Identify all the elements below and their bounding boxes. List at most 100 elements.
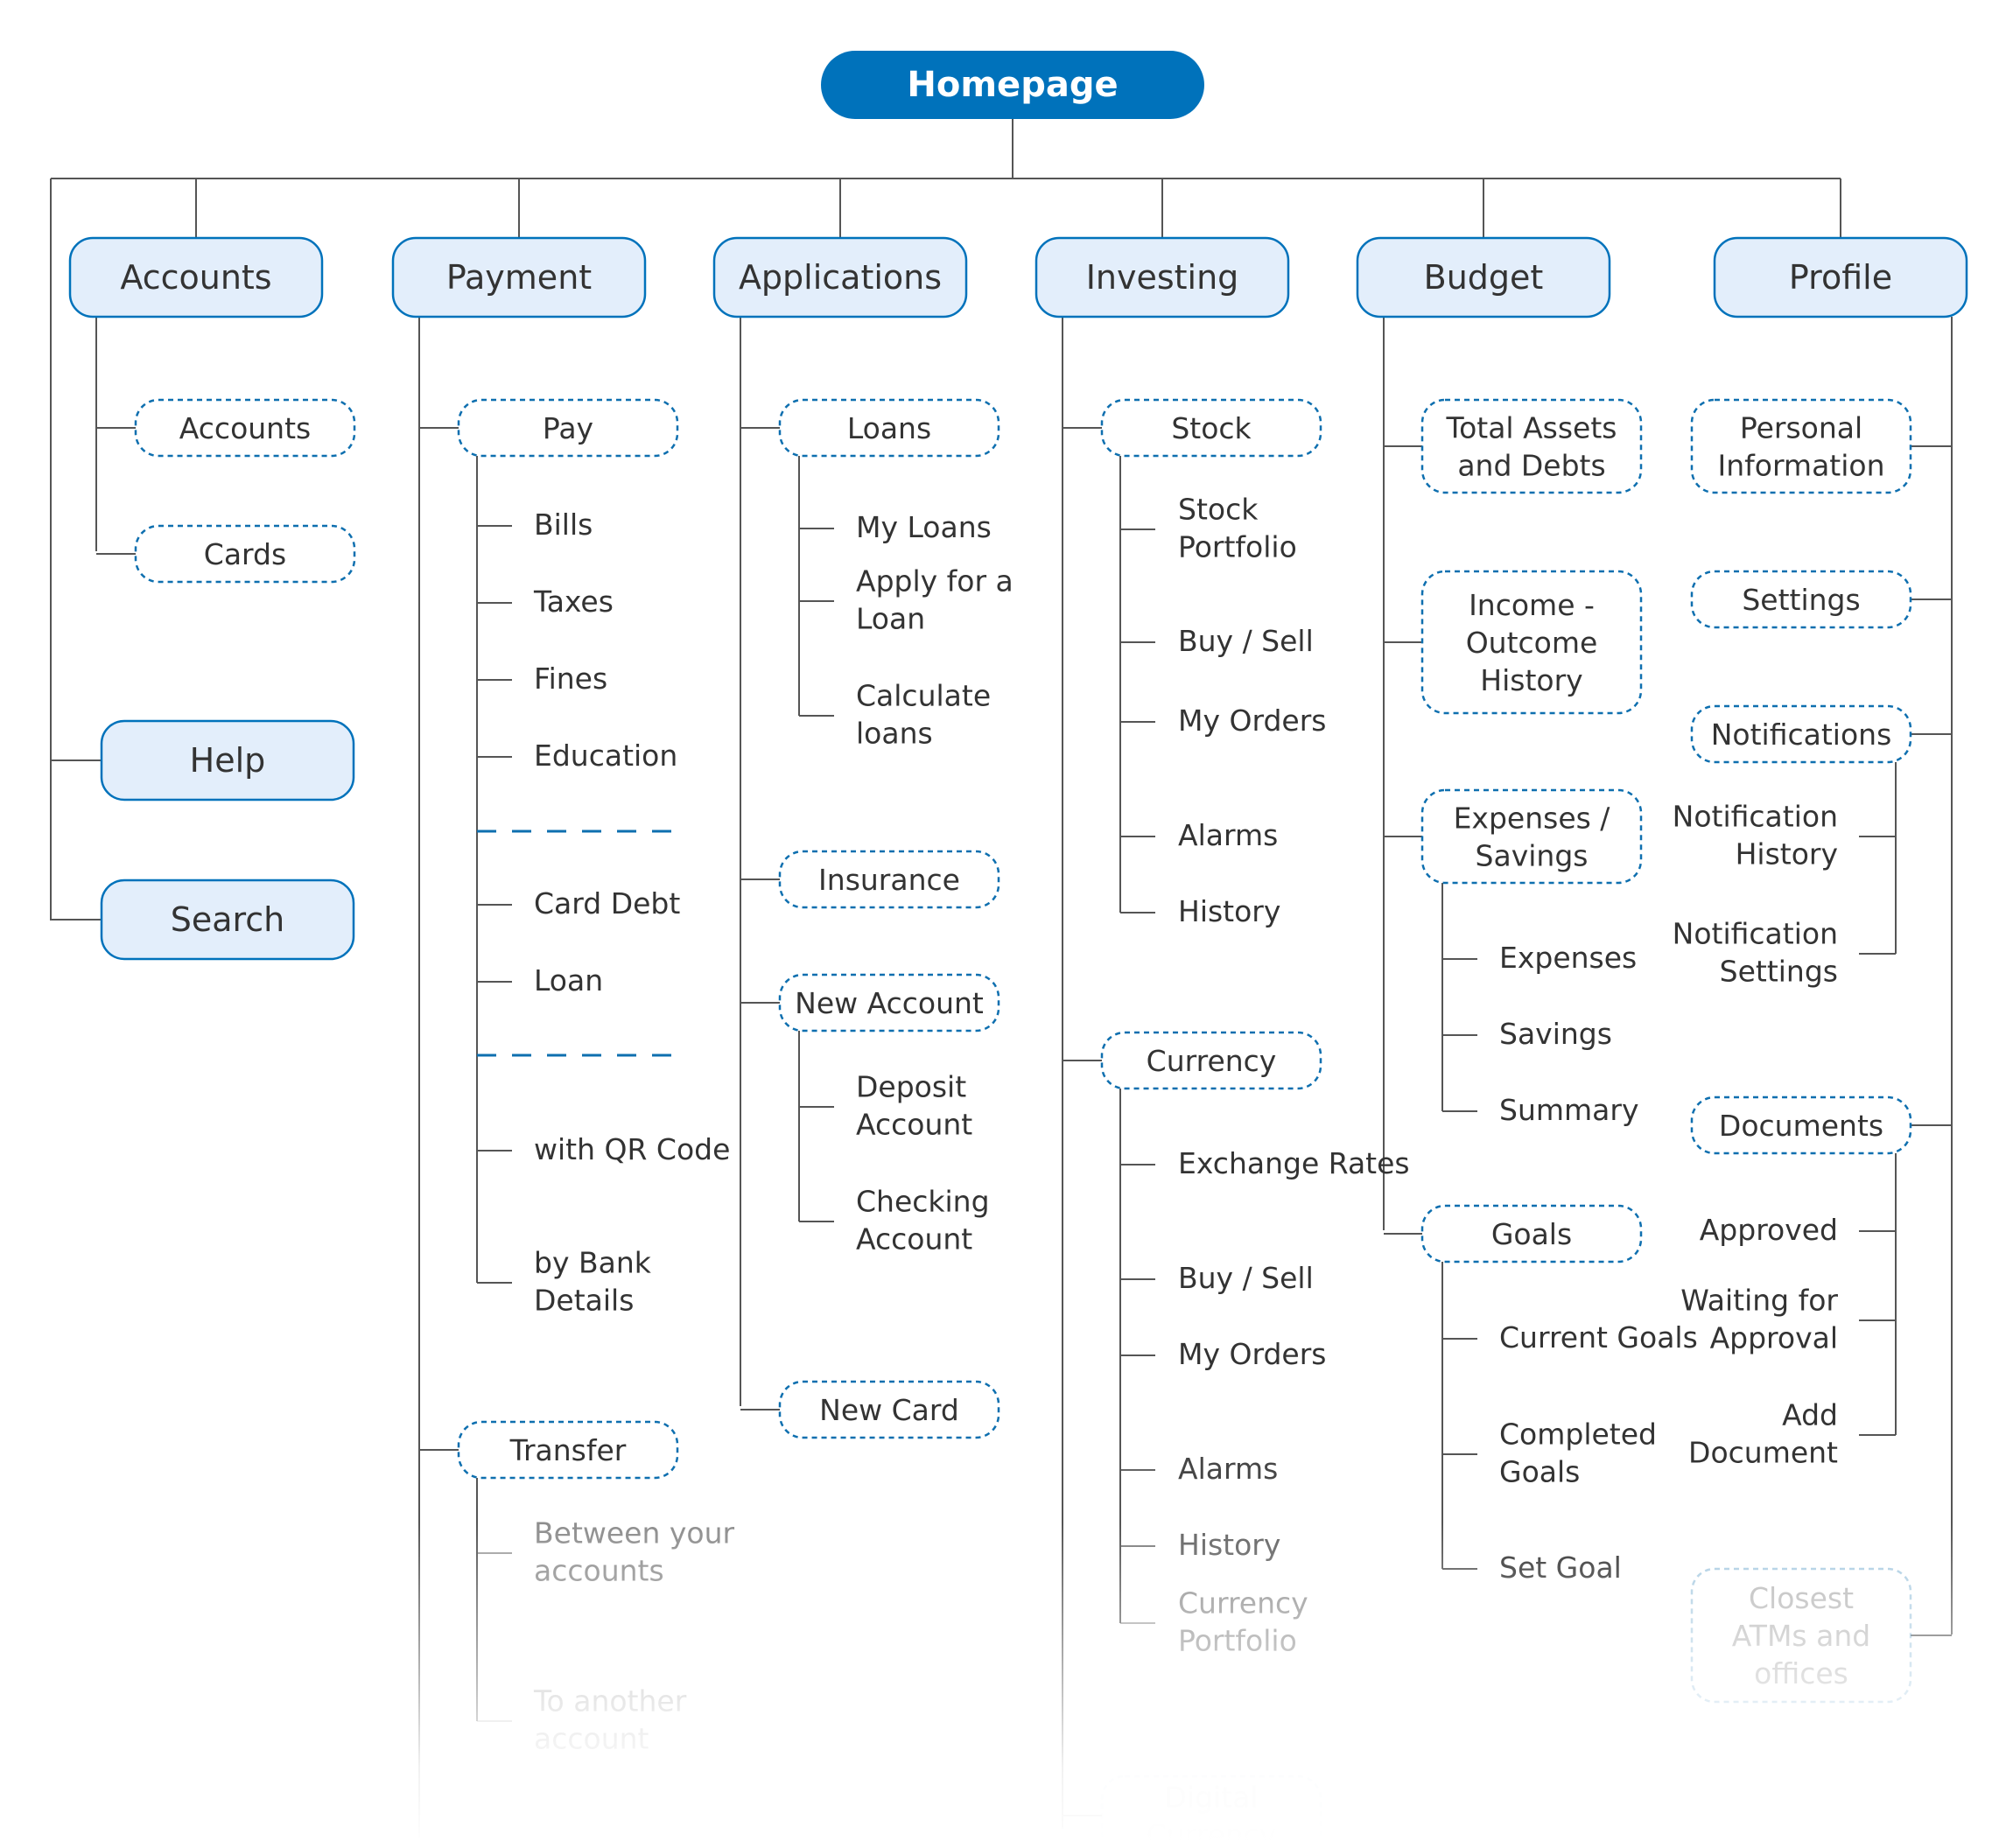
- leaf-item[interactable]: Currency Portfolio: [1120, 1586, 1308, 1657]
- leaf-item[interactable]: Summary: [1442, 1093, 1638, 1127]
- leaf-item[interactable]: My Loans: [799, 510, 992, 544]
- node-income-outcome-history-label: Income - Outcome History: [1466, 588, 1598, 697]
- root-node-homepage[interactable]: Homepage: [821, 51, 1204, 119]
- column-investing[interactable]: Investing: [1035, 236, 1290, 318]
- leaf-item[interactable]: My Orders: [1120, 1337, 1326, 1371]
- node-closest-atms-and-offices[interactable]: Closest ATMs and offices: [1690, 1567, 1912, 1704]
- node-new-account[interactable]: New Account: [778, 973, 1000, 1032]
- node-transfer-label: Transfer: [509, 1433, 627, 1467]
- extra-search[interactable]: Search: [100, 878, 355, 961]
- leaf-apply-for-a-loan: Apply for a Loan: [856, 564, 1014, 635]
- column-payment-label-line: Payment: [446, 258, 592, 297]
- node-notifications[interactable]: Notifications: [1690, 704, 1912, 764]
- leaf-item[interactable]: History: [1120, 894, 1280, 928]
- node-closest-atms-and-offices-label-line: ATMs and: [1732, 1619, 1870, 1653]
- leaf-item[interactable]: To another account: [477, 1684, 687, 1755]
- leaf-expenses: Expenses: [1499, 941, 1637, 975]
- leaf-taxes: Taxes: [533, 584, 614, 619]
- leaf-item[interactable]: Stock Portfolio: [1120, 492, 1297, 564]
- leaf-item[interactable]: Waiting for Approval: [1680, 1283, 1896, 1354]
- leaf-item[interactable]: Alarms: [1120, 1452, 1278, 1486]
- node-income-outcome-history[interactable]: Income - Outcome History: [1420, 570, 1643, 715]
- leaf-item[interactable]: Savings: [1442, 1017, 1612, 1051]
- leaf-item[interactable]: Loan: [477, 963, 603, 998]
- extra-help-label: Help: [190, 741, 266, 780]
- leaf-item[interactable]: Deposit Account: [799, 1069, 972, 1141]
- node-insurance[interactable]: Insurance: [778, 850, 1000, 909]
- leaf-item[interactable]: Exchange Rates: [1120, 1146, 1410, 1180]
- leaf-item[interactable]: Buy / Sell: [1120, 624, 1314, 658]
- node-loans[interactable]: Loans: [778, 398, 1000, 458]
- extra-help[interactable]: Help: [100, 719, 355, 802]
- node-stock-label: Stock: [1171, 411, 1252, 445]
- leaf-item[interactable]: Bills: [477, 508, 593, 542]
- leaf-loan: Loan: [534, 963, 603, 998]
- column-profile-label: Profile: [1789, 258, 1892, 297]
- node-digital-currency[interactable]: Digital Currency: [1100, 1774, 1322, 1848]
- node-goals-shape: [1420, 1204, 1643, 1264]
- node-stock[interactable]: Stock: [1100, 398, 1322, 458]
- leaf-set-goal: Set Goal: [1499, 1550, 1622, 1585]
- leaf-item[interactable]: Education: [477, 738, 677, 773]
- node-goals[interactable]: Goals: [1420, 1204, 1643, 1264]
- extra-search-label: Search: [171, 900, 285, 939]
- node-documents[interactable]: Documents: [1690, 1096, 1912, 1155]
- leaf-waiting-for-approval-line: Waiting for: [1680, 1283, 1838, 1317]
- column-profile[interactable]: Profile: [1713, 236, 1968, 318]
- leaf-alarms-line: Alarms: [1178, 1452, 1278, 1486]
- node-expenses-savings[interactable]: Expenses / Savings: [1420, 788, 1643, 885]
- node-expenses-savings-label: Expenses / Savings: [1454, 801, 1611, 872]
- leaf-item[interactable]: Taxes: [477, 584, 614, 619]
- leaf-item[interactable]: Checking Account: [799, 1184, 990, 1256]
- leaf-item[interactable]: Card Debt: [477, 886, 680, 920]
- node-pay[interactable]: Pay: [457, 398, 679, 458]
- node-settings[interactable]: Settings: [1690, 570, 1912, 629]
- node-new-account-shape: [778, 973, 1000, 1032]
- node-accounts[interactable]: Accounts: [134, 398, 356, 458]
- leaf-item[interactable]: Apply for a Loan: [799, 564, 1014, 635]
- leaf-item[interactable]: Expenses: [1442, 941, 1637, 975]
- leaf-education-line: Education: [534, 738, 677, 773]
- node-cards[interactable]: Cards: [134, 524, 356, 584]
- leaf-current-goals-line: Current Goals: [1499, 1320, 1698, 1354]
- leaf-item[interactable]: Add Document: [1688, 1397, 1896, 1469]
- leaf-deposit-account-line: Deposit: [856, 1069, 966, 1103]
- leaf-bills: Bills: [534, 508, 593, 542]
- leaf-my-orders-line: My Orders: [1178, 1337, 1326, 1371]
- leaf-item[interactable]: Completed Goals: [1442, 1417, 1657, 1488]
- leaf-alarms: Alarms: [1178, 818, 1278, 852]
- leaf-item[interactable]: Alarms: [1120, 818, 1278, 852]
- node-new-card[interactable]: New Card: [778, 1380, 1000, 1439]
- leaf-item[interactable]: by Bank Details: [477, 1245, 652, 1317]
- leaf-stock-portfolio-line: Stock: [1178, 492, 1259, 526]
- node-currency[interactable]: Currency: [1100, 1031, 1322, 1090]
- leaf-completed-goals-line: Goals: [1499, 1454, 1580, 1488]
- leaf-item[interactable]: Calculate loans: [799, 678, 991, 750]
- column-accounts[interactable]: Accounts: [68, 236, 324, 318]
- leaf-item[interactable]: with QR Code: [477, 1132, 730, 1166]
- leaf-item[interactable]: Between your accounts: [477, 1516, 735, 1587]
- node-transfer[interactable]: Transfer: [457, 1420, 679, 1480]
- node-personal-information[interactable]: Personal Information: [1690, 398, 1912, 494]
- leaf-alarms-line: Alarms: [1178, 818, 1278, 852]
- column-payment[interactable]: Payment: [391, 236, 647, 318]
- leaf-item[interactable]: Approved: [1700, 1213, 1896, 1247]
- extra-search-shape: [100, 878, 355, 961]
- leaf-item[interactable]: Current Goals: [1442, 1320, 1698, 1354]
- leaf-my-orders-line: My Orders: [1178, 704, 1326, 738]
- leaf-item[interactable]: Set Goal: [1442, 1550, 1622, 1585]
- column-budget[interactable]: Budget: [1356, 236, 1611, 318]
- node-pay-shape: [457, 398, 679, 458]
- leaf-item[interactable]: Notification History: [1673, 799, 1896, 871]
- node-personal-information-shape: [1690, 398, 1912, 494]
- node-total-assets-and-debts[interactable]: Total Assets and Debts: [1420, 398, 1643, 494]
- column-applications[interactable]: Applications: [712, 236, 968, 318]
- leaf-checking-account: Checking Account: [856, 1184, 990, 1256]
- leaf-item[interactable]: My Orders: [1120, 704, 1326, 738]
- leaf-item[interactable]: History: [1120, 1528, 1280, 1562]
- leaf-item[interactable]: Notification Settings: [1673, 916, 1896, 988]
- node-settings-label-line: Settings: [1742, 583, 1860, 617]
- leaf-item[interactable]: Fines: [477, 662, 607, 696]
- node-transfer-label-line: Transfer: [509, 1433, 627, 1467]
- leaf-item[interactable]: Buy / Sell: [1120, 1261, 1314, 1295]
